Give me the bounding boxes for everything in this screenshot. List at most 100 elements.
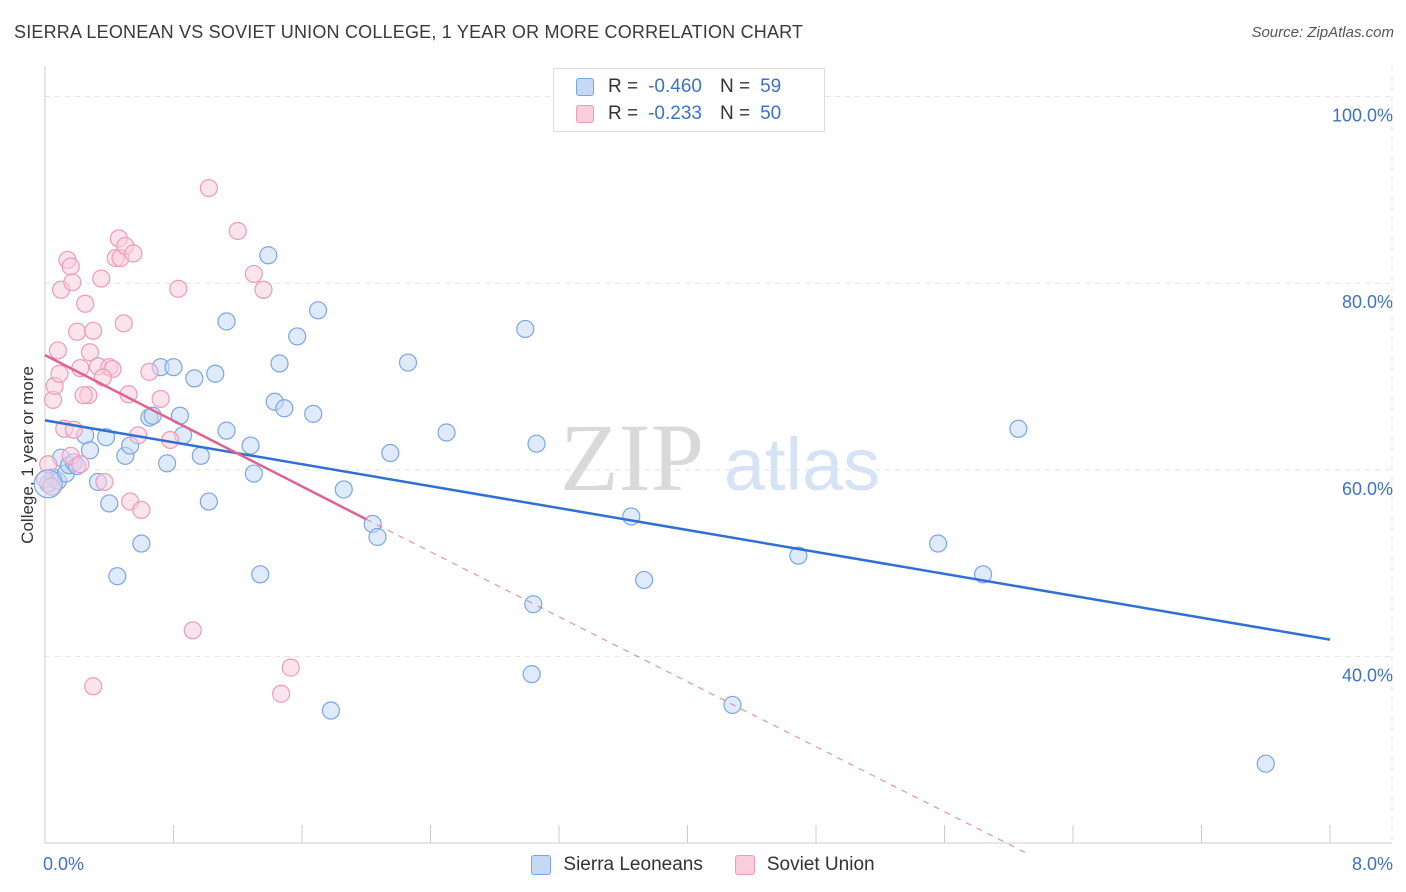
legend-n-value: 59 [760, 76, 782, 97]
x-tick-labels: 0.0% 8.0% [43, 854, 1393, 874]
axes [44, 66, 1393, 844]
legend-label: Sierra Leoneans [563, 854, 703, 875]
point-sierra-leoneans [524, 595, 543, 614]
point-sierra-leoneans [527, 434, 546, 453]
point-sierra-leoneans [1256, 754, 1275, 773]
point-sierra-leoneans [241, 436, 260, 455]
legend-n-label: N = [719, 76, 751, 97]
point-sierra-leoneans [217, 421, 236, 440]
point-soviet-union [92, 269, 111, 288]
point-sierra-leoneans [635, 570, 654, 590]
point-sierra-leoneans [334, 480, 353, 499]
point-sierra-leoneans [206, 364, 225, 383]
data-points [33, 178, 1275, 773]
legend-label: Soviet Union [766, 854, 875, 875]
y-tick-label: 40.0% [1342, 665, 1393, 685]
y-tick-label: 100.0% [1332, 106, 1393, 126]
correlation-legend: R = -0.460 N = 59 R = -0.233 N = 50 [553, 68, 825, 132]
point-soviet-union [48, 341, 67, 360]
trend-lines [44, 353, 1331, 853]
point-sierra-leoneans [157, 454, 177, 473]
point-soviet-union [169, 279, 188, 298]
x-tick-label: 8.0% [1352, 854, 1393, 874]
point-soviet-union [84, 321, 103, 340]
legend-r-label: R = [608, 103, 639, 124]
source-label: Source: ZipAtlas.com [1251, 24, 1394, 41]
point-soviet-union [140, 362, 159, 381]
point-soviet-union [132, 500, 151, 520]
point-sierra-leoneans [199, 492, 218, 511]
point-sierra-leoneans [80, 441, 100, 460]
point-soviet-union [114, 314, 133, 333]
legend-row-soviet-union: R = -0.233 N = 50 [576, 101, 781, 127]
legend-row-sierra-leoneans: R = -0.460 N = 59 [576, 74, 781, 100]
watermark-atlas: atlas [724, 423, 880, 506]
point-sierra-leoneans [398, 353, 418, 372]
trend-line-soviet-union [44, 353, 367, 521]
legend-swatch-pink [576, 105, 594, 123]
point-sierra-leoneans [270, 354, 289, 373]
point-sierra-leoneans [928, 534, 948, 553]
series-legend: Sierra Leoneans Soviet Union [0, 852, 1406, 878]
trend-line-sierra-leoneans [44, 419, 1331, 641]
point-sierra-leoneans [96, 428, 116, 447]
legend-swatch-blue [576, 78, 594, 96]
point-soviet-union [76, 294, 95, 313]
point-soviet-union [42, 477, 61, 496]
point-sierra-leoneans [132, 534, 151, 553]
legend-swatch-pink [734, 855, 755, 875]
point-soviet-union [151, 389, 170, 409]
point-sierra-leoneans [381, 443, 400, 463]
legend-item-sierra-leoneans[interactable]: Sierra Leoneans [531, 854, 703, 876]
point-soviet-union [71, 455, 90, 474]
point-soviet-union [183, 621, 202, 640]
point-sierra-leoneans [288, 327, 307, 346]
point-sierra-leoneans [368, 527, 387, 547]
legend-r-value: -0.233 [648, 103, 702, 124]
point-soviet-union [74, 386, 93, 405]
point-soviet-union [254, 280, 273, 299]
y-tick-labels: 100.0% 80.0% 60.0% 40.0% [1332, 106, 1393, 686]
point-sierra-leoneans [275, 399, 294, 418]
point-soviet-union [84, 677, 103, 696]
watermark: ZIP atlas [560, 404, 880, 511]
point-sierra-leoneans [789, 546, 808, 565]
point-soviet-union [61, 257, 80, 276]
point-soviet-union [95, 472, 114, 492]
chart-title: SIERRA LEONEAN VS SOVIET UNION COLLEGE, … [14, 22, 804, 42]
legend-swatch-blue [531, 855, 552, 875]
legend-n-value: 50 [760, 103, 782, 124]
legend-r-value: -0.460 [648, 76, 702, 97]
point-sierra-leoneans [244, 464, 263, 483]
gridlines [45, 96, 1392, 657]
point-cluster [33, 469, 63, 499]
point-sierra-leoneans [217, 312, 236, 331]
point-soviet-union [199, 178, 218, 198]
y-tick-label: 60.0% [1342, 479, 1393, 499]
point-sierra-leoneans [516, 319, 535, 339]
point-sierra-leoneans [259, 246, 278, 265]
point-sierra-leoneans [304, 404, 323, 423]
point-sierra-leoneans [522, 665, 541, 684]
trend-line-extension [365, 518, 1026, 853]
point-soviet-union [80, 343, 100, 362]
point-soviet-union [63, 273, 82, 292]
point-soviet-union [272, 684, 291, 703]
y-tick-label: 80.0% [1342, 292, 1393, 312]
point-sierra-leoneans [108, 567, 127, 586]
point-sierra-leoneans [437, 423, 456, 442]
point-soviet-union [124, 244, 143, 263]
point-soviet-union [244, 264, 263, 284]
point-soviet-union [228, 221, 247, 241]
point-soviet-union [39, 455, 58, 474]
point-sierra-leoneans [191, 446, 210, 465]
point-sierra-leoneans [251, 565, 270, 584]
legend-item-soviet-union[interactable]: Soviet Union [734, 854, 875, 876]
point-sierra-leoneans [308, 301, 328, 320]
point-sierra-leoneans [321, 701, 341, 720]
point-soviet-union [281, 658, 300, 677]
point-soviet-union [68, 322, 87, 341]
point-sierra-leoneans [185, 369, 204, 388]
legend-r-label: R = [608, 76, 639, 97]
